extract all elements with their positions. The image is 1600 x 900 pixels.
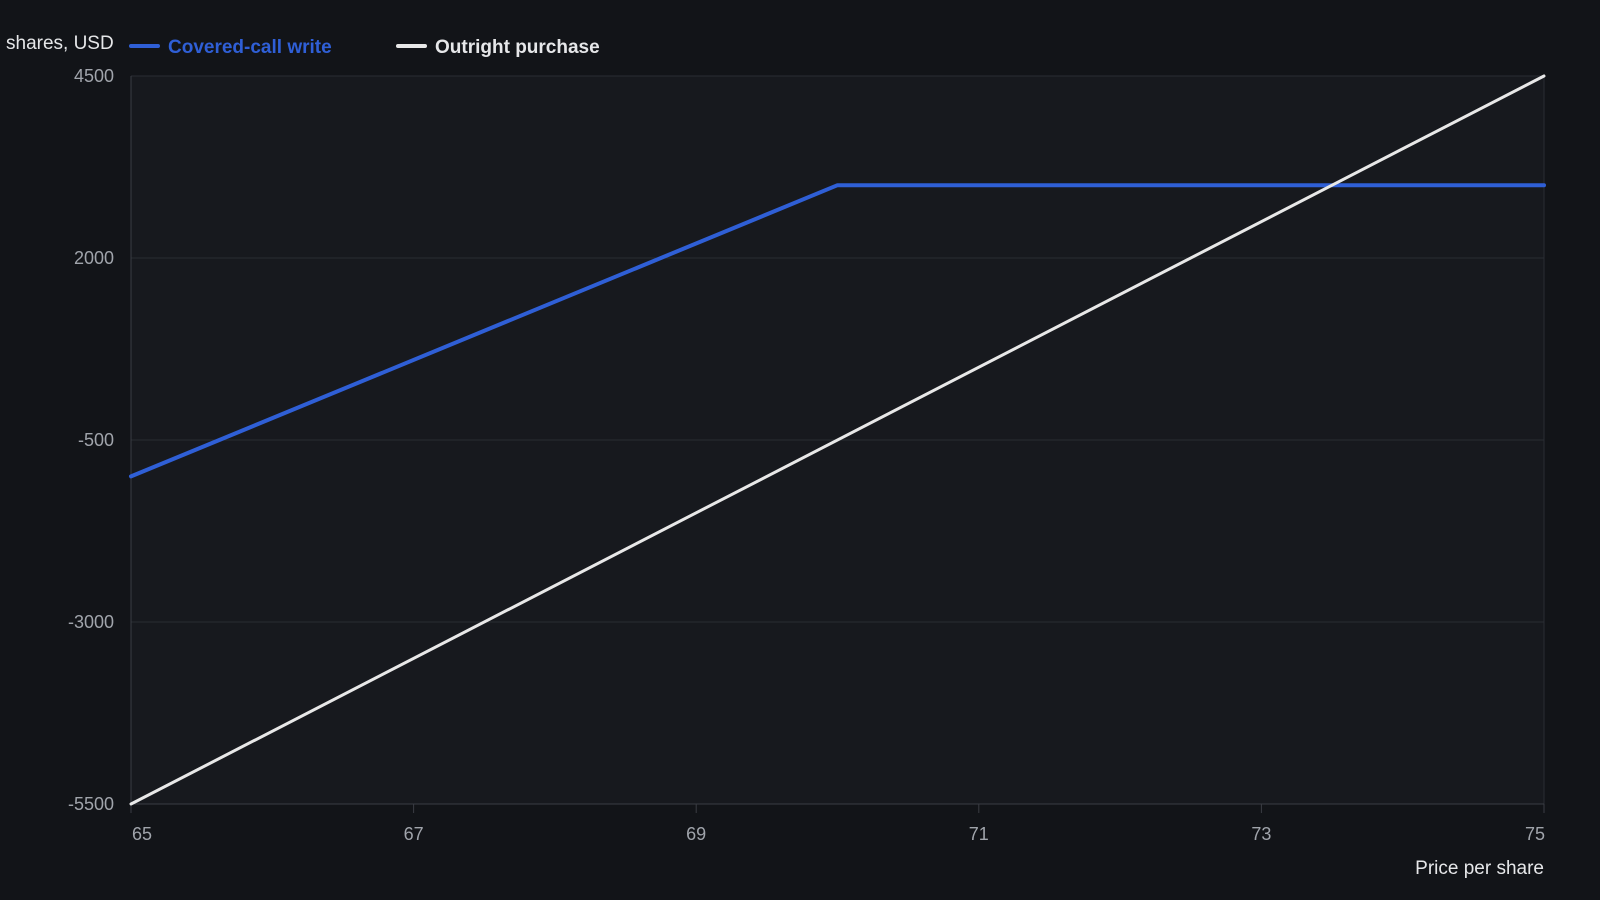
legend-label: Outright purchase [435, 37, 600, 58]
series-line-outright-purchase [129, 74, 1546, 806]
y-tick-label: -3000 [68, 612, 114, 632]
y-tick-label: -5500 [68, 794, 114, 814]
series-lines [129, 74, 1546, 806]
y-tick-label: 4500 [74, 66, 114, 86]
x-axis-label: Price per share [1415, 858, 1544, 879]
x-tick-label: 65 [132, 824, 152, 844]
x-tick-label: 73 [1251, 824, 1271, 844]
y-axis-label: shares, USD [6, 33, 114, 54]
y-tick-label: -500 [78, 430, 114, 450]
x-tick-label: 69 [686, 824, 706, 844]
series-line-covered-call [129, 183, 1546, 479]
y-tick-label: 2000 [74, 248, 114, 268]
legend: Covered-call write Outright purchase [129, 37, 600, 58]
legend-label: Covered-call write [168, 37, 332, 58]
x-tick-label: 75 [1525, 824, 1545, 844]
x-tick-label: 67 [404, 824, 424, 844]
x-tick-label: 71 [969, 824, 989, 844]
axes: 4500 2000 -500 -3000 -5500 65 67 69 71 73 75 [68, 66, 1545, 844]
